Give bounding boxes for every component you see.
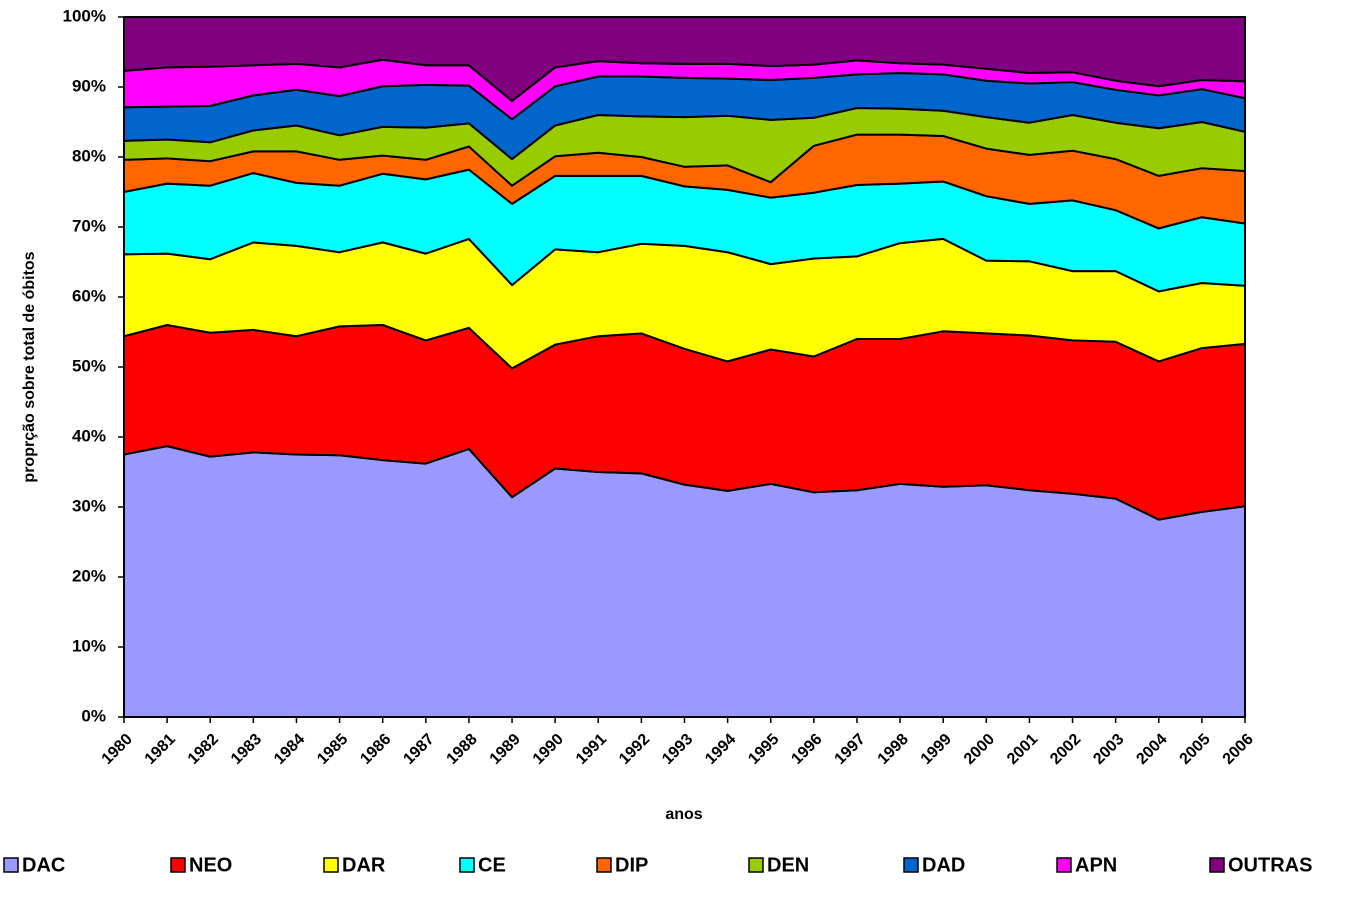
x-tick-label: 1997 [832,731,869,768]
x-tick-label: 1994 [702,731,739,768]
x-tick-label: 2004 [1133,731,1170,768]
x-tick-label: 1993 [659,731,696,768]
y-tick-label: 50% [72,356,106,375]
x-tick-label: 1980 [99,731,136,768]
x-tick-label: 1982 [185,731,222,768]
legend-label: DAD [922,854,965,876]
y-axis-label: proprção sobre total de óbitos [21,251,38,482]
x-tick-label: 1992 [616,731,653,768]
legend-label: DEN [767,854,809,876]
x-tick-label: 1989 [487,731,524,768]
y-tick-label: 30% [72,496,106,515]
legend-swatch [323,857,339,873]
legend-swatch [459,857,475,873]
legend-label: DAR [342,854,386,876]
legend-label: NEO [189,854,232,876]
legend-swatch [1209,857,1225,873]
y-tick-label: 0% [81,706,106,725]
x-tick-label: 1981 [142,731,179,768]
x-tick-label: 1983 [228,731,265,768]
legend-swatch [596,857,612,873]
legend-label: CE [478,854,506,876]
y-tick-label: 80% [72,146,106,165]
x-tick-label: 1990 [530,731,567,768]
x-tick-label: 1987 [400,731,437,768]
y-tick-label: 100% [63,6,106,25]
x-tick-label: 1984 [271,731,308,768]
x-tick-label: 2006 [1220,731,1257,768]
x-tick-label: 1998 [875,731,912,768]
x-axis-label: anos [665,806,702,823]
y-tick-label: 70% [72,216,106,235]
legend-label: DAC [22,854,65,876]
y-tick-label: 90% [72,76,106,95]
legend-swatch [748,857,764,873]
x-tick-label: 1995 [745,731,782,768]
y-tick-label: 20% [72,566,106,585]
x-tick-label: 2001 [1004,731,1041,768]
y-tick-label: 40% [72,426,106,445]
legend-swatch [3,857,19,873]
x-tick-label: 1991 [573,731,610,768]
legend-label: DIP [615,854,648,876]
x-tick-label: 1988 [444,731,481,768]
x-tick-label: 2000 [961,731,998,768]
x-tick-label: 1985 [314,731,351,768]
legend-label: APN [1075,854,1117,876]
legend-swatch [170,857,186,873]
x-tick-label: 1999 [918,731,955,768]
y-tick-label: 60% [72,286,106,305]
x-tick-label: 1986 [357,731,394,768]
legend-label: OUTRAS [1228,854,1312,876]
x-tick-label: 2003 [1090,731,1127,768]
x-tick-label: 2002 [1047,731,1084,768]
legend-swatch [1056,857,1072,873]
x-tick-label: 2005 [1177,731,1214,768]
y-tick-label: 10% [72,636,106,655]
x-tick-label: 1996 [788,731,825,768]
legend-swatch [903,857,919,873]
